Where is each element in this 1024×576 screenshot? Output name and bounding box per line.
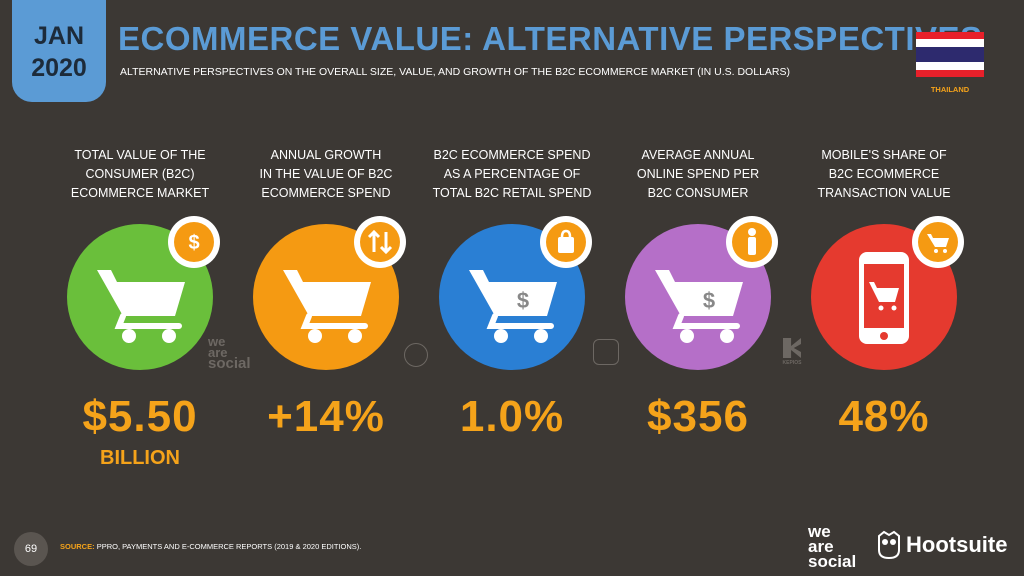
stat-label: TOTAL VALUE OF THE CONSUMER (B2C) ECOMMERC… [70, 148, 210, 200]
country-label: THAILAND [930, 85, 970, 94]
we-are-social-logo: we are social [808, 522, 857, 571]
stat-value: +14% [267, 392, 385, 441]
source-note: SOURCE: PPRO, PAYMENTS AND E-COMMERCE RE… [60, 542, 362, 551]
page-number: 69 [14, 532, 48, 566]
date-badge: JAN 2020 [12, 0, 106, 102]
stat-circle [67, 224, 213, 370]
stat-value-unit: BILLION [100, 447, 180, 469]
thailand-flag-icon [916, 32, 984, 77]
svg-text:$: $ [703, 288, 715, 313]
cart-icon [97, 270, 185, 343]
stat-value: 48% [838, 392, 930, 441]
page-title: ECOMMERCE VALUE: ALTERNATIVE PERSPECTIVE… [118, 20, 983, 57]
kepios-watermark: KEPIOS [780, 338, 804, 366]
stat-label: ANNUAL GROWTH IN THE VALUE OF B2C ECOMMERC… [259, 148, 393, 200]
stat-label: MOBILE'S SHARE OF B2C ECOMMERCE TRANSACTIO… [817, 148, 951, 200]
svg-text:$: $ [188, 232, 199, 254]
cart-icon [912, 216, 964, 268]
we-are-social-watermark: we are social [208, 334, 251, 372]
stat-label: AVERAGE ANNUAL ONLINE SPEND PER B2C CONSUM… [636, 148, 760, 200]
date-year: 2020 [31, 54, 87, 82]
stat-label: B2C ECOMMERCE SPEND AS A PERCENTAGE OF TOT… [432, 148, 592, 200]
mobile-cart-icon [859, 252, 909, 344]
dollar-coin-icon: $ [168, 216, 220, 268]
stat-value: $356 [647, 392, 749, 441]
shopping-bag-icon [540, 216, 592, 268]
hootsuite-logo: Hootsuite [906, 532, 1008, 557]
svg-text:$: $ [517, 288, 529, 313]
lightbulb-watermark-icon [404, 343, 428, 367]
up-down-arrows-icon [354, 216, 406, 268]
cart-icon: $ [469, 270, 557, 343]
stat-value: 1.0% [459, 392, 565, 441]
stat-value: $5.50 [82, 392, 198, 441]
owl-watermark-icon [593, 339, 619, 365]
person-icon [726, 216, 778, 268]
stat-circle: $ [439, 224, 585, 370]
cart-icon: $ [655, 270, 743, 343]
date-month: JAN [33, 22, 84, 50]
hootsuite-owl-icon [878, 530, 900, 560]
cart-icon [283, 270, 371, 343]
page-subtitle: ALTERNATIVE PERSPECTIVES ON THE OVERALL … [120, 66, 790, 78]
